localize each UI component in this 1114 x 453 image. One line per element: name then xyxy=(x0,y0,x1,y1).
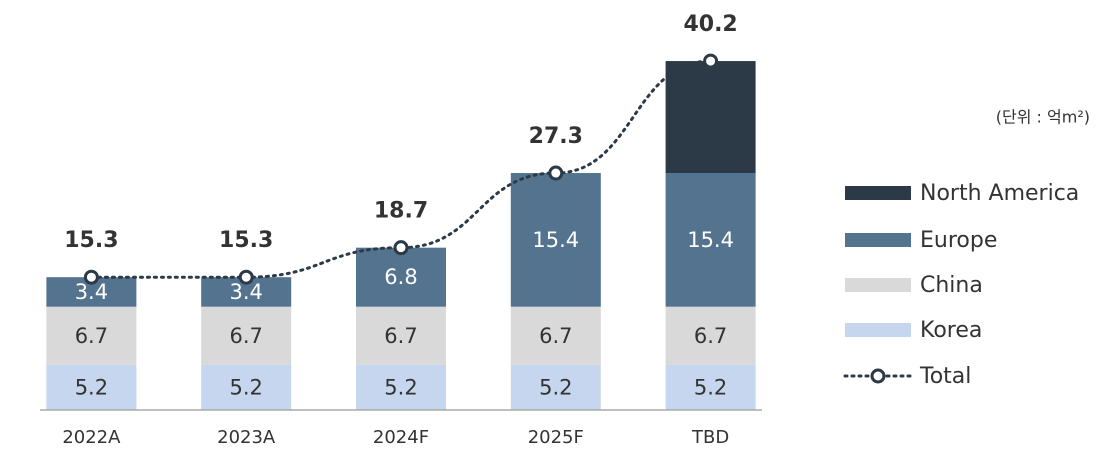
x-tick-label: 2025F xyxy=(528,427,584,448)
total-label: 15.3 xyxy=(219,228,273,253)
total-line xyxy=(89,59,713,279)
bar-segment xyxy=(356,306,446,365)
bar-segment xyxy=(46,306,137,365)
legend-marker xyxy=(870,368,886,384)
segment-label: 15.4 xyxy=(532,228,579,252)
bar-segment xyxy=(510,173,601,307)
segment-label: 6.7 xyxy=(539,324,572,348)
total-label: 15.3 xyxy=(64,228,118,253)
segment-label: 5.2 xyxy=(694,375,727,399)
total-label: 40.2 xyxy=(683,12,737,37)
total-label: 27.3 xyxy=(529,124,583,149)
legend-label: China xyxy=(920,273,983,298)
bar-segment xyxy=(665,364,756,410)
segment-label: 5.2 xyxy=(229,375,262,399)
segment-label: 6.7 xyxy=(229,324,262,348)
segment-label: 6.7 xyxy=(384,324,417,348)
bar-segment xyxy=(356,364,446,410)
total-point xyxy=(703,53,719,69)
bar-segment xyxy=(665,306,756,365)
segment-label: 6.7 xyxy=(694,324,727,348)
legend-swatch xyxy=(845,233,911,247)
bar-segment xyxy=(46,364,137,410)
legend-swatch xyxy=(845,186,911,200)
segment-label: 6.7 xyxy=(75,324,108,348)
segment-label: 15.4 xyxy=(687,228,734,252)
legend-swatch xyxy=(845,323,911,337)
bar-segment xyxy=(356,247,446,307)
legend-label: Korea xyxy=(920,318,982,343)
x-tick-label: 2022A xyxy=(62,427,121,448)
legend-label: Europe xyxy=(920,228,997,253)
bar-segment xyxy=(665,173,756,307)
segment-label: 5.2 xyxy=(539,375,572,399)
x-tick-label: 2024F xyxy=(373,427,429,448)
total-label: 18.7 xyxy=(374,199,428,224)
legend-label: North America xyxy=(920,181,1079,206)
segment-label: 5.2 xyxy=(75,375,108,399)
segment-label: 6.8 xyxy=(384,265,417,289)
segment-label: 5.2 xyxy=(384,375,417,399)
x-tick-label: 2023A xyxy=(217,427,276,448)
x-tick-label: TBD xyxy=(691,427,729,448)
bar-segment xyxy=(510,364,601,410)
total-point xyxy=(393,240,409,256)
legend-swatch xyxy=(845,278,911,292)
bar-segment xyxy=(201,364,292,410)
total-point xyxy=(238,269,254,285)
bar-segment xyxy=(201,306,292,365)
bar-segment xyxy=(665,61,756,174)
bar-segment xyxy=(510,306,601,365)
legend-label: Total xyxy=(919,364,971,389)
unit-label: (단위 : 억m²) xyxy=(996,108,1090,127)
total-point xyxy=(83,269,99,285)
total-point xyxy=(548,165,564,181)
